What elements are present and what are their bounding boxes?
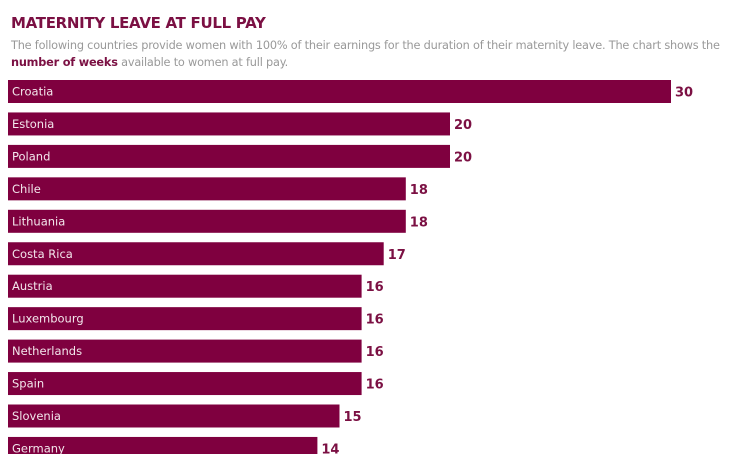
bar-luxembourg[interactable] <box>8 307 362 331</box>
value-label: 20 <box>454 118 472 133</box>
value-label: 30 <box>675 86 693 101</box>
category-label: Austria <box>12 279 53 293</box>
category-label: Poland <box>12 149 50 163</box>
value-label: 16 <box>366 378 384 393</box>
value-label: 20 <box>454 150 472 165</box>
bar-spain[interactable] <box>8 372 362 396</box>
category-label: Estonia <box>12 117 54 131</box>
bar-netherlands[interactable] <box>8 339 362 363</box>
category-label: Netherlands <box>12 344 82 358</box>
value-label: 18 <box>410 215 428 230</box>
subtitle-text: The following countries provide women wi… <box>11 39 720 52</box>
category-label: Spain <box>12 377 44 391</box>
category-label: Germany <box>12 441 65 454</box>
category-label: Luxembourg <box>12 312 84 326</box>
category-label: Lithuania <box>12 214 65 228</box>
category-label: Croatia <box>12 85 53 99</box>
value-label: 16 <box>366 345 384 360</box>
value-label: 17 <box>388 248 406 263</box>
bar-estonia[interactable] <box>8 112 450 136</box>
bar-lithuania[interactable] <box>8 209 406 233</box>
chart-subtitle: The following countries provide women wi… <box>11 37 731 71</box>
category-label: Costa Rica <box>12 247 73 261</box>
bar-chile[interactable] <box>8 177 406 201</box>
category-label: Chile <box>12 182 41 196</box>
bar-slovenia[interactable] <box>8 404 340 428</box>
value-label: 16 <box>366 313 384 328</box>
bar-poland[interactable] <box>8 144 450 168</box>
value-label: 14 <box>321 442 339 454</box>
subtitle-highlight: number of weeks <box>11 56 118 69</box>
bar-austria[interactable] <box>8 274 362 298</box>
value-label: 16 <box>366 280 384 295</box>
category-label: Slovenia <box>12 409 61 423</box>
value-label: 18 <box>410 183 428 198</box>
bar-croatia[interactable] <box>8 80 671 103</box>
bar-costa-rica[interactable] <box>8 242 384 266</box>
chart-title: MATERNITY LEAVE AT FULL PAY <box>11 14 266 32</box>
value-label: 15 <box>344 410 362 425</box>
subtitle-text-end: available to women at full pay. <box>117 56 288 69</box>
bar-germany[interactable] <box>8 436 318 454</box>
